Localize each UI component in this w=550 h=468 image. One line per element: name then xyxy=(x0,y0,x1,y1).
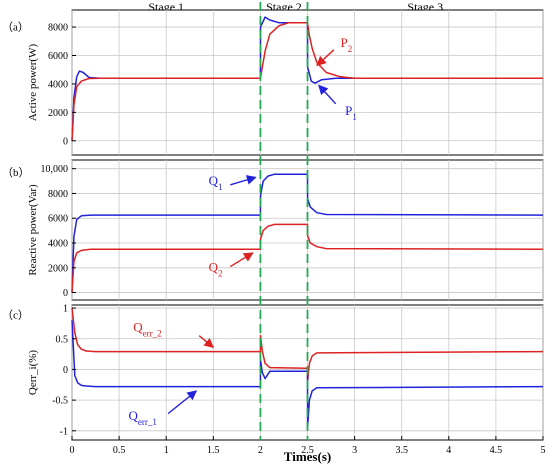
y-tick-label: 2000 xyxy=(48,108,68,119)
panel-reactive-error: -1 -0.5 0 0.5 1 Qerr_i(%) （c） Qerr_2 Qerr_1 xyxy=(2,304,544,441)
panel-tag-a: （a） xyxy=(2,21,29,34)
y-tick-label: 6000 xyxy=(48,51,68,62)
annotation-arrow xyxy=(198,335,215,348)
y-axis-label-reactive-power: Reactive power(Var) xyxy=(27,184,39,276)
y-tick-label: 0.5 xyxy=(56,334,69,345)
y-tick-label: -1 xyxy=(60,426,68,437)
panel-active-power: 0 2000 4000 6000 8000 Active power(W) （a） P2… xyxy=(2,9,544,156)
x-tick-label: 5 xyxy=(541,445,546,456)
y-tick-label: 6000 xyxy=(48,214,68,225)
x-tick-label: 0 xyxy=(70,445,75,456)
series-group-active-power xyxy=(71,16,543,141)
x-tick-label: 3.5 xyxy=(395,445,408,456)
y-tick-label: 10,000 xyxy=(41,164,69,175)
panel-tag-b: （b） xyxy=(2,166,30,179)
y-axis-label-reactive-error: Qerr_i(%) xyxy=(27,350,39,396)
x-tick-label: 2.5 xyxy=(301,445,314,456)
annotations-reactive-power: Q1 Q2 xyxy=(209,173,257,279)
y-tick-label: 8000 xyxy=(48,189,68,200)
annotation-arrow xyxy=(318,84,337,105)
x-tick-label: 3 xyxy=(352,445,357,456)
series-group-reactive-error xyxy=(71,308,544,429)
series-line-qerr-2 xyxy=(71,308,544,383)
y-tick-label: 1 xyxy=(63,304,68,315)
y-tick-label: 0 xyxy=(63,136,68,147)
y-axis-label-active-power: Active power(W) xyxy=(27,44,39,122)
x-tick-label: 4.5 xyxy=(490,445,503,456)
x-tick-label: 1 xyxy=(164,445,169,456)
y-tick-label: 0 xyxy=(63,365,68,376)
series-line-q1 xyxy=(71,173,544,293)
x-axis-ticks: 0 0.5 1 1.5 2 2.5 3 3.5 4 4.5 5 xyxy=(70,436,546,456)
y-ticks-reactive-error: -1 -0.5 0 0.5 1 xyxy=(52,304,76,437)
series-label-qerr-2: Qerr_2 xyxy=(133,319,161,338)
x-tick-label: 4 xyxy=(446,445,451,456)
series-label-q1: Q1 xyxy=(209,173,223,192)
series-line-q2 xyxy=(71,223,544,293)
x-tick-label: 1.5 xyxy=(207,445,220,456)
y-tick-label: 0 xyxy=(63,288,68,299)
series-label-p1: P1 xyxy=(345,103,357,122)
y-tick-label: 4000 xyxy=(48,79,68,90)
annotations-reactive-error: Qerr_2 Qerr_1 xyxy=(129,319,215,427)
x-tick-label: 0.5 xyxy=(113,445,126,456)
series-group-reactive-power xyxy=(71,173,544,293)
y-ticks-reactive-power: 0 2000 4000 6000 8000 10,000 xyxy=(41,164,76,299)
y-tick-label: 2000 xyxy=(48,263,68,274)
panel-reactive-power: 0 2000 4000 6000 8000 10,000 Reactive power(V… xyxy=(2,159,544,301)
x-tick-label: 2 xyxy=(258,445,263,456)
series-line-p1 xyxy=(71,16,543,141)
annotation-arrow xyxy=(229,252,254,268)
series-label-qerr-1: Qerr_1 xyxy=(129,408,157,427)
series-line-p2 xyxy=(71,22,543,141)
annotations-active-power: P2 P1 xyxy=(316,35,357,122)
y-tick-label: 4000 xyxy=(48,239,68,250)
y-tick-label: 8000 xyxy=(48,23,68,34)
y-tick-label: -0.5 xyxy=(52,396,68,407)
stage-dividers xyxy=(259,2,309,440)
annotation-arrow xyxy=(316,49,335,67)
annotation-arrow xyxy=(230,175,257,186)
panel-tag-c: （c） xyxy=(2,309,29,322)
series-label-q2: Q2 xyxy=(209,260,223,279)
y-ticks-active-power: 0 2000 4000 6000 8000 xyxy=(48,23,76,147)
x-axis-label: Times(s) xyxy=(284,449,331,464)
series-label-p2: P2 xyxy=(340,35,352,54)
series-line-qerr-1 xyxy=(71,320,544,429)
annotation-arrow xyxy=(167,390,198,415)
